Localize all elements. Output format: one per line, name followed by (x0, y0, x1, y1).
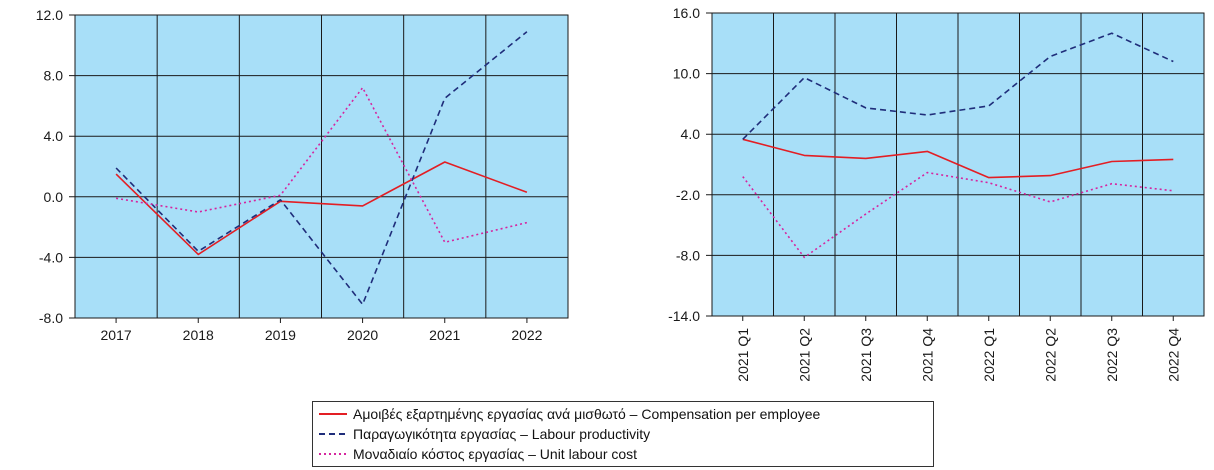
quarterly-y-tick-label: 10.0 (673, 66, 700, 82)
quarterly-series-line-productivity (742, 32, 1174, 140)
quarterly-y-tick-label: 16.0 (673, 5, 700, 21)
annual-y-tick-label: 4.0 (44, 128, 64, 144)
annual-y-tick-label: -4.0 (39, 249, 63, 265)
quarterly-plot-border (711, 12, 1205, 317)
annual-x-tick-label: 2017 (101, 327, 132, 343)
quarterly-x-tick-label: 2021 Q1 (735, 328, 751, 382)
quarterly-y-tick-label: -14.0 (668, 308, 700, 324)
legend-item-productivity: Παραγωγικότητα εργασίας – Labour product… (319, 424, 927, 444)
annual-y-tick-label: 12.0 (36, 7, 63, 23)
annual-x-tick-label: 2022 (511, 327, 542, 343)
annual-x-tick-label: 2018 (183, 327, 214, 343)
legend-swatch-dashed (319, 433, 347, 435)
chart-legend: Αμοιβές εξαρτημένης εργασίας ανά μισθωτό… (312, 401, 934, 467)
annual-series-line-productivity (115, 31, 528, 306)
quarterly-x-tick-label: 2022 Q4 (1165, 328, 1181, 382)
legend-label-productivity: Παραγωγικότητα εργασίας – Labour product… (353, 426, 651, 442)
annual-x-tick-label: 2021 (429, 327, 460, 343)
quarterly-x-tick-label: 2022 Q3 (1104, 328, 1120, 382)
legend-swatch-dotted (319, 453, 347, 455)
annual-y-tick-label: 0.0 (44, 189, 64, 205)
legend-swatch-solid (319, 413, 347, 415)
annual-y-tick-label: 8.0 (44, 68, 64, 84)
quarterly-x-tick-label: 2021 Q2 (796, 328, 812, 382)
quarterly-y-tick-label: -8.0 (676, 247, 700, 263)
quarterly-x-tick-label: 2022 Q1 (981, 328, 997, 382)
annual-series-line-unit-labour-cost (115, 86, 528, 244)
quarterly-x-tick-label: 2021 Q3 (858, 328, 874, 382)
legend-label-unit-labour-cost: Μοναδιαίο κόστος εργασίας – Unit labour … (353, 446, 638, 462)
legend-item-unit-labour-cost: Μοναδιαίο κόστος εργασίας – Unit labour … (319, 444, 927, 464)
quarterly-y-tick-label: 4.0 (681, 126, 701, 142)
annual-plot-border (74, 14, 569, 319)
annual-x-tick-label: 2019 (265, 327, 296, 343)
annual-series-line-compensation (115, 161, 528, 256)
annual-y-tick-label: -8.0 (39, 310, 63, 326)
quarterly-series-line-unit-labour-cost (742, 171, 1174, 259)
quarterly-x-tick-label: 2021 Q4 (919, 328, 935, 382)
legend-label-compensation: Αμοιβές εξαρτημένης εργασίας ανά μισθωτό… (353, 406, 821, 422)
quarterly-series-line-compensation (742, 138, 1174, 179)
legend-item-compensation: Αμοιβές εξαρτημένης εργασίας ανά μισθωτό… (319, 404, 927, 424)
quarterly-x-tick-label: 2022 Q2 (1042, 328, 1058, 382)
annual-x-tick-label: 2020 (347, 327, 378, 343)
quarterly-y-tick-label: -2.0 (676, 187, 700, 203)
